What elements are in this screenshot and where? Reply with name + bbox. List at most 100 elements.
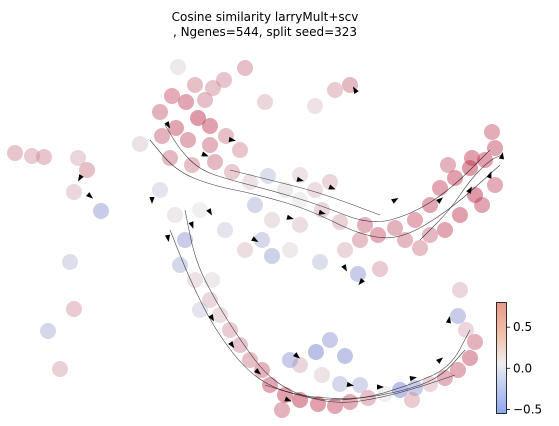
cell-point <box>350 266 366 282</box>
cell-point <box>237 242 253 258</box>
cell-point <box>237 60 253 76</box>
cell-point <box>292 167 308 183</box>
cell-points <box>7 59 503 418</box>
cell-point <box>464 150 480 166</box>
arrowhead <box>445 316 452 324</box>
arrowhead <box>78 174 84 182</box>
arrowhead <box>341 264 347 272</box>
arrowhead <box>328 184 336 190</box>
cell-point <box>458 322 474 338</box>
cell-point <box>170 59 186 75</box>
streamline <box>229 169 381 216</box>
cell-point <box>474 197 490 213</box>
cell-point <box>407 212 423 228</box>
cell-point <box>274 402 290 418</box>
cell-point <box>487 177 503 193</box>
cell-point <box>152 182 168 198</box>
arrowhead <box>164 234 171 242</box>
cell-point <box>192 202 208 218</box>
arrowhead <box>228 341 235 349</box>
cell-point <box>412 240 428 256</box>
cell-point <box>337 348 353 364</box>
cell-point <box>310 396 326 412</box>
cell-point <box>260 168 276 184</box>
cell-point <box>66 184 82 200</box>
cell-point <box>332 376 348 392</box>
cell-point <box>232 337 248 353</box>
cell-point <box>327 82 343 98</box>
cell-point <box>308 344 324 360</box>
arrowhead <box>188 221 194 229</box>
cell-point <box>292 392 308 408</box>
cell-point <box>332 214 348 230</box>
cell-point <box>314 367 330 383</box>
cell-point <box>307 182 323 198</box>
cell-point <box>282 242 298 258</box>
cell-point <box>197 92 213 108</box>
colorbar-tick-label: −0.5 <box>513 402 542 414</box>
cell-point <box>322 332 338 348</box>
cell-point <box>180 132 196 148</box>
arrowhead <box>358 278 365 286</box>
cell-point <box>232 142 248 158</box>
cell-point <box>370 227 386 243</box>
arrowhead <box>86 192 94 199</box>
cell-point <box>277 182 293 198</box>
cell-point <box>432 180 448 196</box>
cell-point <box>352 232 368 248</box>
arrowhead <box>164 121 170 129</box>
arrowhead <box>486 171 492 179</box>
streamline <box>169 229 466 399</box>
cell-point <box>277 387 293 403</box>
cell-point <box>477 152 493 168</box>
cell-point <box>187 272 203 288</box>
cell-point <box>257 94 273 110</box>
arrowhead <box>436 197 444 204</box>
streamline <box>184 209 471 401</box>
cell-point <box>132 136 148 152</box>
cell-point <box>66 301 82 317</box>
colorbar-tick-label: 0.5 <box>513 320 532 334</box>
cell-point <box>212 307 228 323</box>
cell-point <box>24 148 40 164</box>
arrowhead <box>498 152 505 160</box>
arrowhead <box>293 352 301 359</box>
cell-point <box>217 222 233 238</box>
arrowhead <box>149 197 155 204</box>
arrowhead <box>353 86 359 94</box>
cell-point <box>452 207 468 223</box>
cell-point <box>254 232 270 248</box>
cell-point <box>70 150 86 166</box>
cell-point <box>327 398 343 414</box>
cell-point <box>264 212 280 228</box>
arrowhead <box>206 208 212 216</box>
cell-point <box>192 302 208 318</box>
cell-point <box>292 357 308 373</box>
cell-point <box>224 164 240 180</box>
cell-point <box>440 157 456 173</box>
cell-point <box>247 197 263 213</box>
cell-point <box>242 352 258 368</box>
cell-point <box>392 382 408 398</box>
cell-point <box>264 248 280 264</box>
cell-point <box>216 72 232 88</box>
cell-point <box>202 118 218 134</box>
cell-point <box>450 308 466 324</box>
colorbar-tick-label: 0.0 <box>513 361 532 375</box>
cell-point <box>452 282 468 298</box>
cell-point <box>164 88 180 104</box>
streamline <box>419 154 503 241</box>
arrowhead <box>208 314 214 322</box>
cell-point <box>292 192 308 208</box>
cell-point <box>178 94 194 110</box>
arrowhead <box>228 136 236 143</box>
cell-point <box>184 157 200 173</box>
cell-point <box>254 362 270 378</box>
arrowhead <box>296 176 304 182</box>
cell-point <box>40 323 56 339</box>
streamline <box>164 124 491 222</box>
cell-point <box>314 202 330 218</box>
velocity-streamlines <box>149 124 503 403</box>
cell-point <box>322 174 338 190</box>
